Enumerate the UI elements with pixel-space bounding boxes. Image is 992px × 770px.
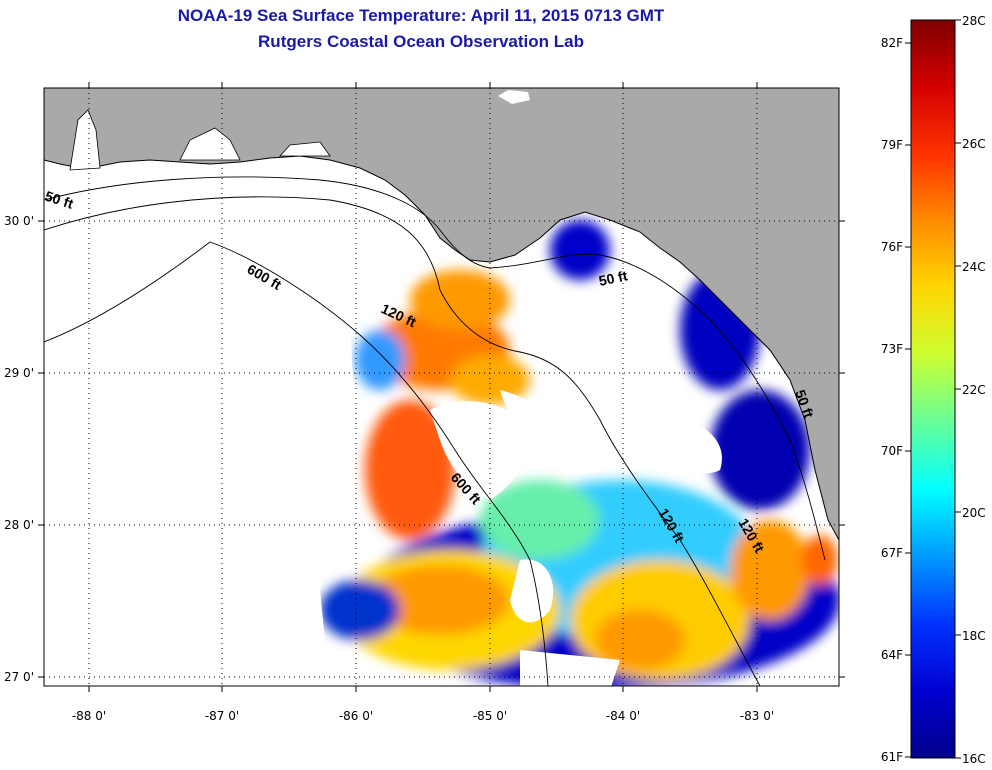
land-inlet — [498, 90, 530, 104]
colorbar-celsius-label: 26C — [962, 137, 986, 151]
x-tick-label: -85 0' — [473, 709, 507, 723]
colorbar-celsius-label: 28C — [962, 14, 986, 28]
colorbar-fahrenheit-label: 76F — [881, 240, 903, 254]
cloud-mask-layer — [44, 88, 722, 686]
map-frame — [43, 87, 840, 687]
sst-patch — [730, 520, 810, 620]
map-title: NOAA-19 Sea Surface Temperature: April 1… — [177, 6, 665, 25]
colorbar-fahrenheit-label: 67F — [881, 546, 903, 560]
colorbar-fahrenheit-label: 64F — [881, 648, 903, 662]
colorbar-fahrenheit-label: 61F — [881, 750, 903, 764]
contour-600ft — [44, 241, 549, 686]
cloud-region — [660, 419, 722, 474]
y-tick-label: 28 0' — [4, 518, 34, 532]
sst-patch — [802, 535, 838, 585]
sst-patch — [550, 220, 610, 280]
cloud-region — [430, 401, 529, 500]
sst-patch — [320, 580, 400, 640]
cloud-region — [44, 88, 355, 686]
y-tick-label: 27 0' — [4, 670, 34, 684]
sst-patch — [355, 330, 405, 390]
y-tick-label: 29 0' — [4, 366, 34, 380]
map-plot-area: 50 ft 600 ft 120 ft 50 ft 600 ft 120 ft … — [44, 88, 839, 686]
land-inlet — [69, 109, 101, 171]
axis-ticks — [38, 82, 845, 692]
colorbar-celsius-label: 16C — [962, 752, 986, 766]
x-tick-label: -88 0' — [72, 709, 106, 723]
sst-patch — [410, 270, 510, 330]
cloud-region — [500, 390, 600, 474]
contour-50ft — [44, 176, 826, 561]
colorbar-celsius-label: 20C — [962, 506, 986, 520]
colorbar-fahrenheit-label: 73F — [881, 342, 903, 356]
colorbar-celsius-label: 24C — [962, 260, 986, 274]
x-tick-label: -84 0' — [606, 709, 640, 723]
sst-patch — [370, 565, 510, 635]
sst-patch — [710, 390, 810, 510]
x-tick-label: -87 0' — [205, 709, 239, 723]
x-tick-label: -83 0' — [740, 709, 774, 723]
sst-patch — [365, 400, 455, 540]
cloud-region — [510, 559, 554, 623]
colorbar-fahrenheit-label: 70F — [881, 444, 903, 458]
colorbar-gradient — [910, 19, 956, 759]
sst-patch — [480, 480, 600, 560]
colorbar-fahrenheit-label: 82F — [881, 36, 903, 50]
sst-patch — [450, 355, 530, 405]
colorbar-celsius-label: 18C — [962, 629, 986, 643]
contour-label: 50 ft — [597, 267, 629, 289]
colorbar-fahrenheit-label: 79F — [881, 138, 903, 152]
contour-120ft — [44, 196, 761, 686]
colorbar-ticks — [905, 19, 961, 759]
land-mass — [44, 88, 839, 541]
colorbar: 28C 26C 24C 22C 20C 18C 16C 82F 79F 76F … — [881, 14, 986, 766]
x-tick-label: -86 0' — [339, 709, 373, 723]
colorbar-celsius-label: 22C — [962, 383, 986, 397]
cloud-region — [600, 298, 653, 363]
y-tick-label: 30 0' — [4, 214, 34, 228]
bathymetry-contours — [44, 176, 826, 686]
land-inlet — [279, 141, 331, 157]
map-subtitle: Rutgers Coastal Ocean Observation Lab — [258, 32, 584, 51]
sst-patch — [595, 610, 685, 670]
